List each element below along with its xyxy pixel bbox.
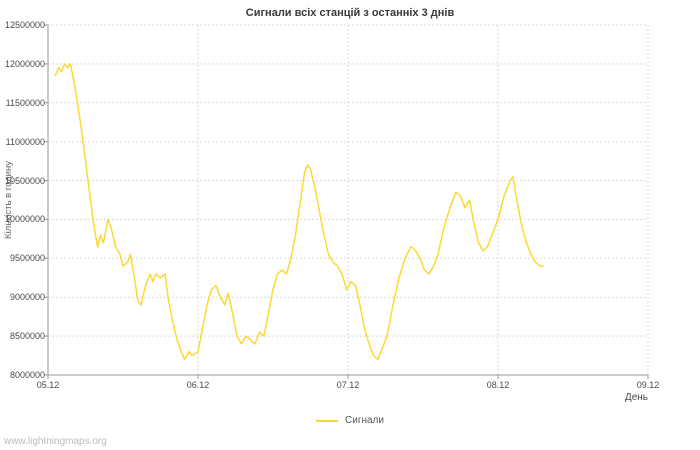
y-tick-label: 8500000: [9, 331, 45, 342]
legend: Сигнали: [0, 415, 700, 426]
y-axis-title: Кількість в годину: [2, 25, 14, 375]
legend-label: Сигнали: [345, 415, 384, 426]
y-tick-label: 10500000: [4, 175, 45, 186]
x-tick-label: 08.12: [486, 380, 510, 390]
y-tick-label: 11000000: [5, 136, 45, 147]
chart-title: Сигнали всіх станцій з останніх 3 днів: [245, 7, 455, 19]
plot-area: [44, 24, 649, 379]
y-tick-label: 12500000: [4, 20, 45, 30]
y-tick-label: 12000000: [4, 58, 45, 69]
x-tick-label: 07.12: [336, 380, 360, 390]
y-tick-label: 11500000: [5, 97, 45, 108]
y-tick-label: 8000000: [9, 370, 45, 380]
y-tick-label: 10000000: [4, 214, 45, 225]
y-tick-label: 9500000: [9, 253, 45, 264]
y-axis-title-text: Кількість в годину: [2, 161, 14, 239]
x-tick-label: 05.12: [36, 380, 60, 390]
y-tick-label: 9000000: [9, 292, 45, 303]
x-axis-title: День: [624, 392, 648, 403]
plot-svg: [44, 24, 649, 379]
watermark-link[interactable]: www.lightningmaps.org: [4, 436, 107, 447]
x-tick-label: 06.12: [186, 380, 210, 390]
x-tick-label: 09.12: [636, 380, 660, 390]
legend-line-swatch: [316, 419, 339, 422]
